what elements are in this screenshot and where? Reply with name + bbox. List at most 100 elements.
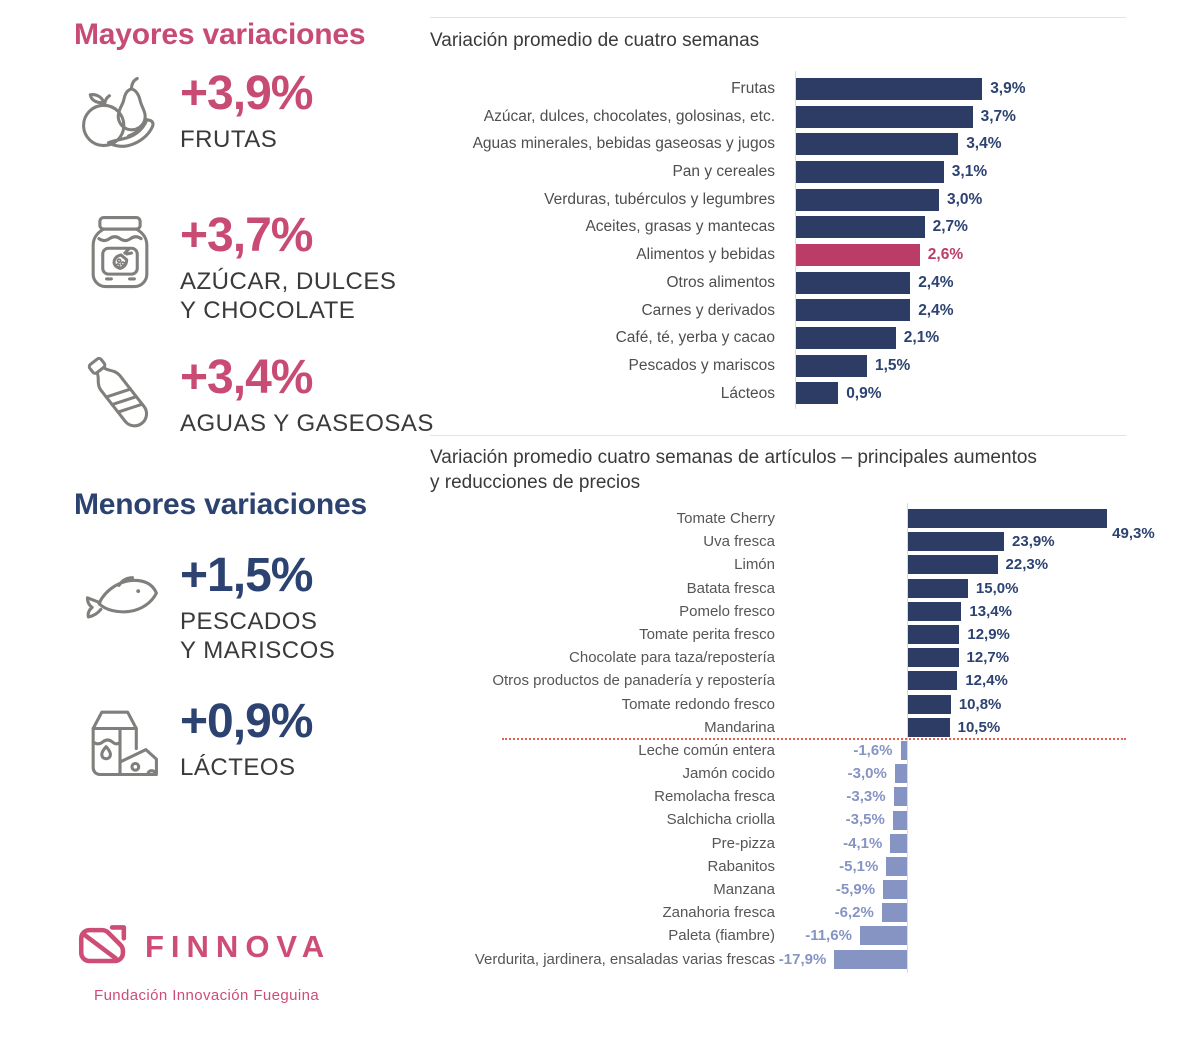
jam-jar-icon — [74, 208, 166, 300]
section-heading-menores: Menores variaciones — [74, 488, 368, 521]
bar — [795, 77, 983, 100]
chart-row: Pre-pizza -4,1% — [430, 832, 1126, 855]
value-label: 10,8% — [958, 695, 1002, 713]
bar — [893, 787, 907, 807]
chart-row: Frutas 3,9% — [430, 75, 1126, 103]
zero-axis-line — [795, 71, 796, 410]
chart-row: Aceites, grasas y mantecas 2,7% — [430, 213, 1126, 241]
chart2-title-line: y reducciones de precios — [430, 471, 641, 493]
chart-row: Otros alimentos 2,4% — [430, 269, 1126, 297]
chart-row: Paleta (fiambre) -11,6% — [430, 924, 1126, 947]
bar — [834, 949, 907, 969]
stat-value: +3,7% — [180, 209, 313, 262]
value-label: 10,5% — [957, 718, 1001, 736]
stat-label-line: LÁCTEOS — [180, 754, 296, 781]
bar — [795, 327, 896, 350]
chart-row: Carnes y derivados 2,4% — [430, 297, 1126, 325]
chart-row: Tomate Cherry 49,3% — [430, 507, 1155, 542]
chart-row: Remolacha fresca -3,3% — [430, 785, 1126, 808]
category-label: Lácteos — [720, 384, 775, 402]
stat-label-line: AZÚCAR, DULCES — [180, 268, 397, 295]
chart-row: Chocolate para taza/repostería 12,7% — [430, 646, 1126, 669]
chart-row: Azúcar, dulces, chocolates, golosinas, e… — [430, 103, 1126, 131]
category-label: Rabanitos — [707, 857, 775, 875]
value-label: -17,9% — [778, 950, 827, 968]
category-label: Zanahoria fresca — [662, 904, 775, 922]
finnova-wordmark: FINNOVA — [145, 929, 332, 964]
stat-label-line: Y MARISCOS — [180, 636, 336, 664]
category-label: Pan y cereales — [672, 163, 775, 181]
milk-dairy-icon — [74, 694, 166, 786]
stat-value: +3,9% — [180, 67, 313, 120]
value-label: -3,0% — [847, 765, 887, 783]
bar — [907, 509, 1108, 529]
section-heading-mayores: Mayores variaciones — [74, 18, 366, 51]
chart-row: Mandarina 10,5% — [430, 716, 1126, 739]
value-label: 3,7% — [980, 107, 1016, 125]
stat-label: AGUAS Y GASEOSAS — [180, 410, 434, 439]
stat-pescados: +1,5% PESCADOS Y MARISCOS — [74, 548, 335, 666]
value-label: 0,9% — [846, 384, 882, 402]
finnova-logo-icon — [74, 922, 132, 972]
bar — [859, 926, 907, 946]
value-label: 1,5% — [875, 356, 911, 374]
chart-row: Pan y cereales 3,1% — [430, 158, 1126, 186]
value-label: 12,7% — [966, 649, 1010, 667]
bar — [795, 354, 867, 377]
chart-row: Pomelo fresco 13,4% — [430, 600, 1126, 623]
bar — [795, 216, 925, 239]
highlights-panel: Mayores variaciones +3,9% FRUTAS — [74, 0, 433, 1064]
fish-icon — [74, 548, 166, 640]
value-label: -4,1% — [843, 834, 883, 852]
category-label: Mandarina — [704, 718, 775, 736]
value-label: 12,4% — [965, 672, 1008, 690]
stat-value: +3,4% — [180, 351, 313, 404]
chart-row: Verduras, tubérculos y legumbres 3,0% — [430, 186, 1126, 214]
category-label: Chocolate para taza/repostería — [569, 649, 775, 667]
category-label: Tomate perita fresco — [639, 625, 775, 643]
category-label: Pre-pizza — [711, 834, 775, 852]
stat-label: PESCADOS Y MARISCOS — [180, 608, 335, 666]
category-label: Carnes y derivados — [641, 301, 775, 319]
value-label: 2,4% — [918, 301, 954, 319]
value-label: -11,6% — [805, 927, 852, 945]
chart-row: Verdurita, jardinera, ensaladas varias f… — [430, 948, 1126, 971]
section-divider — [430, 17, 1126, 18]
stat-aguas: +3,4% AGUAS Y GASEOSAS — [74, 350, 434, 442]
bar — [795, 382, 839, 405]
value-label: 3,0% — [947, 190, 983, 208]
charts-panel: Variación promedio de cuatro semanas Fru… — [430, 0, 1155, 1064]
stat-label-line: Y CHOCOLATE — [180, 296, 356, 324]
category-label: Limón — [734, 556, 775, 574]
chart-row: Café, té, yerba y cacao 2,1% — [430, 324, 1126, 352]
category-label: Tomate Cherry — [676, 510, 775, 527]
chart-row: Tomate perita fresco 12,9% — [430, 623, 1126, 646]
category-label: Paleta (fiambre) — [668, 927, 775, 945]
category-label: Manzana — [713, 881, 775, 898]
bar — [795, 243, 920, 266]
value-label: 13,4% — [969, 602, 1012, 620]
category-label: Frutas — [731, 80, 775, 97]
bar — [881, 903, 907, 923]
chart-row: Salchicha criolla -3,5% — [430, 808, 1126, 831]
category-label: Remolacha fresca — [654, 788, 775, 806]
stat-lacteos: +0,9% LÁCTEOS — [74, 694, 313, 786]
chart-row: Leche común entera -1,6% — [430, 739, 1126, 762]
stat-label: FRUTAS — [180, 126, 312, 155]
category-label: Otros productos de panadería y reposterí… — [492, 672, 775, 690]
stat-azucar: +3,7% AZÚCAR, DULCES Y CHOCOLATE — [74, 208, 396, 326]
category-label: Jamón cocido — [682, 765, 775, 783]
value-label: 3,9% — [990, 80, 1026, 97]
finnova-tagline: Fundación Innovación Fueguina — [94, 987, 320, 1004]
category-label: Tomate redondo fresco — [621, 695, 775, 713]
category-label: Verdurita, jardinera, ensaladas varias f… — [474, 950, 775, 968]
chart-row: Lácteos 0,9% — [430, 380, 1126, 408]
category-label: Uva fresca — [703, 533, 775, 551]
zero-axis-line — [907, 503, 908, 973]
chart1-title-line: Variación promedio de cuatro semanas — [430, 30, 760, 51]
bar — [907, 671, 958, 691]
category-label: Café, té, yerba y cacao — [615, 329, 775, 347]
chart-row: Alimentos y bebidas 2,6% — [430, 241, 1126, 269]
value-label: 22,3% — [1005, 556, 1049, 574]
water-bottle-icon — [74, 350, 166, 442]
